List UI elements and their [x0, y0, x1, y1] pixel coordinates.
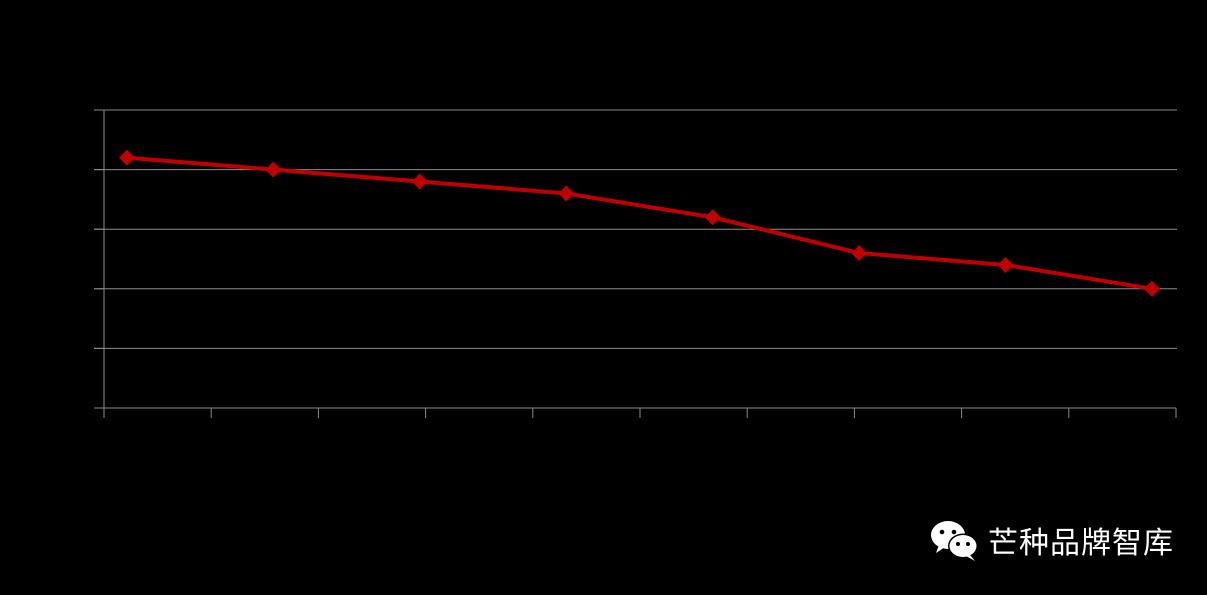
markers	[119, 149, 1160, 297]
data-point	[265, 161, 282, 178]
data-point	[704, 209, 721, 226]
watermark-text: 芒种品牌智库	[988, 526, 1174, 561]
data-point	[1144, 280, 1160, 297]
series-layer	[125, 155, 1154, 291]
watermark: 芒种品牌智库	[930, 515, 1174, 565]
series-line	[125, 155, 1154, 291]
gridlines	[94, 109, 1177, 349]
axes	[94, 109, 1177, 418]
wechat-icon	[931, 521, 978, 561]
data-point	[997, 256, 1014, 273]
data-point	[851, 245, 868, 262]
data-point	[119, 149, 135, 166]
data-point	[411, 173, 428, 190]
data-point	[558, 185, 575, 202]
